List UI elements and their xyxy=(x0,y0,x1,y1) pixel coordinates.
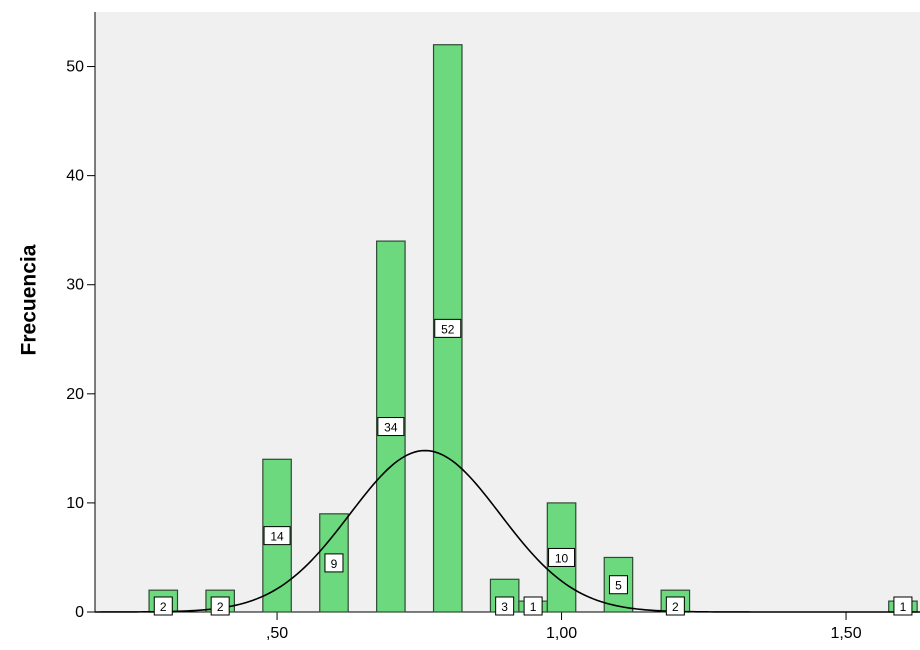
data-label-box xyxy=(608,575,628,595)
data-label: 2 xyxy=(217,600,224,614)
data-label-box xyxy=(523,596,543,616)
y-tick-label: 50 xyxy=(66,59,84,76)
data-label: 14 xyxy=(270,530,284,544)
data-label: 2 xyxy=(672,600,679,614)
data-label: 3 xyxy=(501,600,508,614)
data-label-box xyxy=(263,526,291,546)
data-label-box xyxy=(495,596,515,616)
y-tick-label: 0 xyxy=(75,604,84,621)
data-label-box xyxy=(210,596,230,616)
data-label-box xyxy=(434,318,462,338)
x-tick-label: ,50 xyxy=(266,625,288,642)
plot-area xyxy=(95,12,920,612)
data-label-box xyxy=(548,547,576,567)
data-label-box xyxy=(153,596,173,616)
y-axis-label: Frecuencia xyxy=(4,200,54,400)
data-label: 1 xyxy=(900,600,907,614)
data-label-box xyxy=(324,553,344,573)
normal-curve xyxy=(95,449,920,613)
data-label-box xyxy=(665,596,685,616)
y-axis-label-text: Frecuencia xyxy=(17,244,41,356)
y-tick-label: 20 xyxy=(66,386,84,403)
y-tick-label: 30 xyxy=(66,277,84,294)
data-label-box xyxy=(377,417,405,437)
data-label: 5 xyxy=(615,579,622,593)
data-label: 9 xyxy=(331,557,338,571)
x-tick-label: 1,50 xyxy=(830,625,861,642)
data-label: 34 xyxy=(384,421,398,435)
data-label: 1 xyxy=(530,600,537,614)
data-label: 2 xyxy=(160,600,167,614)
data-label-box xyxy=(893,596,913,616)
x-tick-label: 1,00 xyxy=(546,625,577,642)
y-tick-label: 10 xyxy=(66,495,84,512)
data-label: 52 xyxy=(441,322,455,336)
y-tick-label: 40 xyxy=(66,168,84,185)
data-label: 10 xyxy=(555,551,569,565)
